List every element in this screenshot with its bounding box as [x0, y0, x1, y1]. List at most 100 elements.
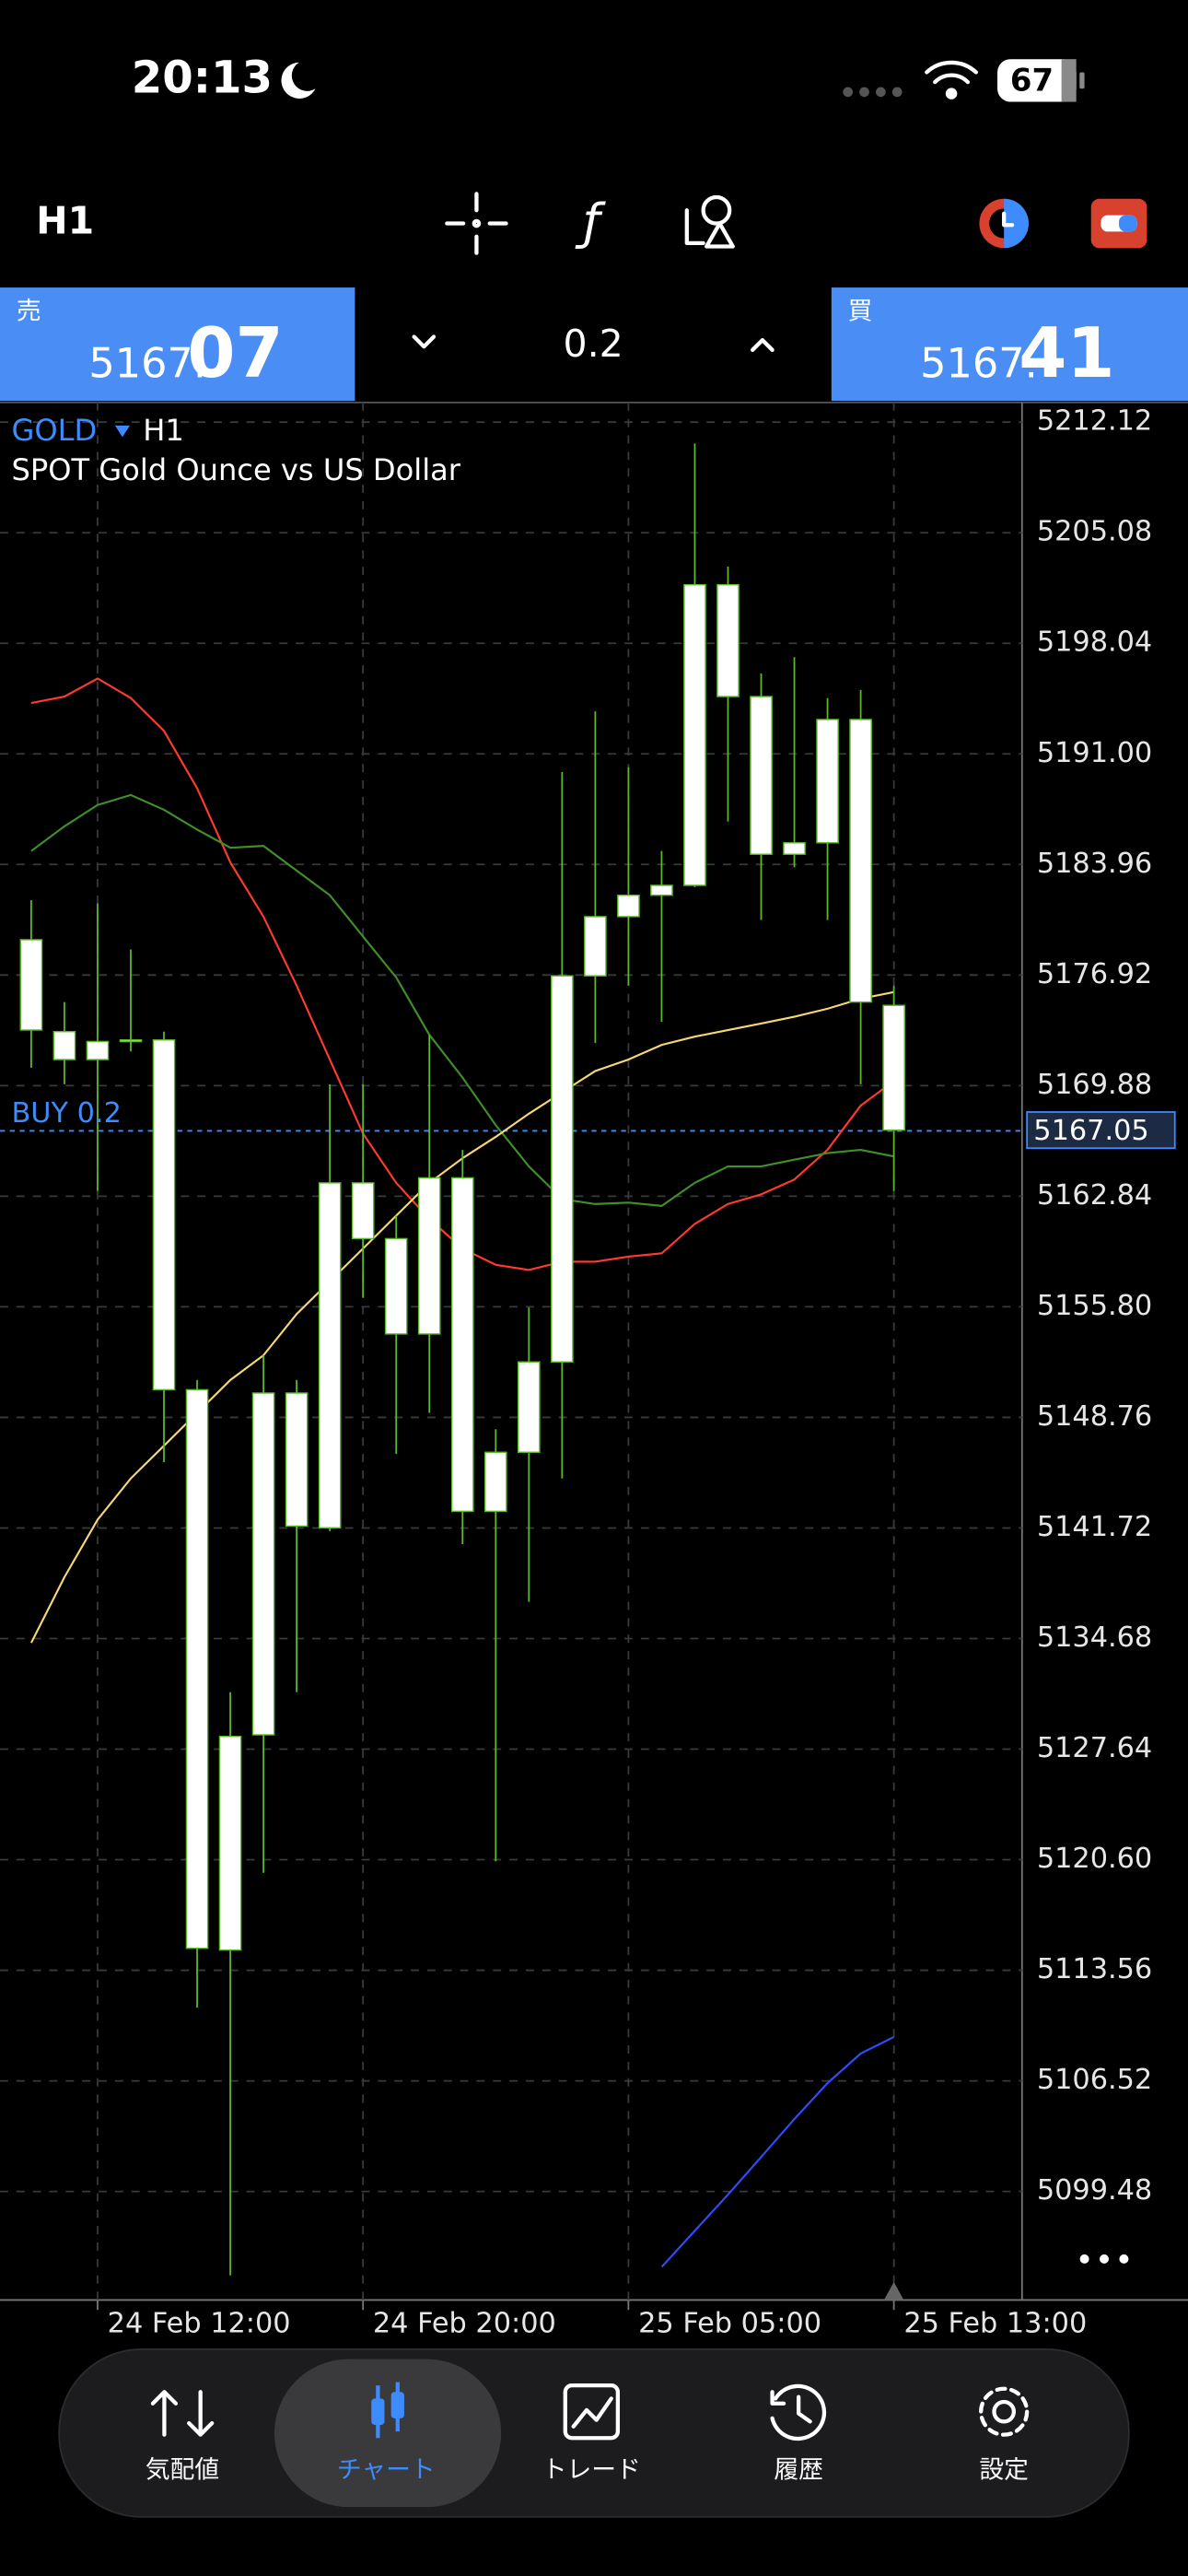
clock: 20:13: [132, 52, 273, 103]
volume-down[interactable]: [412, 334, 437, 349]
grid: [0, 402, 1022, 2301]
sell-button[interactable]: [0, 287, 355, 402]
indicator-line: [30, 793, 894, 1207]
x-tick-label: 25 Feb 13:00: [903, 2308, 1087, 2340]
active-tab-bg: [274, 2359, 502, 2508]
battery-tip: [1079, 72, 1085, 89]
buy-button[interactable]: [831, 287, 1188, 402]
candle-body: [417, 1177, 441, 1335]
tab-bar: [58, 2348, 1130, 2518]
chart-timeframe: H1: [143, 413, 184, 448]
buy-price-head: 5167.: [920, 340, 1038, 388]
candle-body: [683, 583, 706, 886]
signal-icon: [843, 87, 903, 98]
candle-body: [849, 719, 872, 1003]
tab-label[interactable]: トレード: [542, 2455, 641, 2484]
volume-up[interactable]: [751, 337, 775, 352]
x-tick-label: 24 Feb 20:00: [373, 2308, 556, 2340]
chart-icon[interactable]: [371, 2382, 404, 2439]
symbol-description: SPOT Gold Ounce vs US Dollar: [11, 452, 460, 487]
tab-label[interactable]: 履歴: [774, 2455, 823, 2484]
quotes-icon[interactable]: [150, 2390, 215, 2437]
indicator-line: [660, 2035, 895, 2268]
candle-body: [351, 1182, 375, 1240]
symbol-dropdown[interactable]: [114, 425, 130, 438]
current-price-box: [1026, 1111, 1176, 1150]
candle-body: [52, 1030, 76, 1060]
history-icon[interactable]: [770, 2383, 827, 2441]
candle-body: [584, 916, 607, 977]
candle-body: [119, 1039, 143, 1043]
battery-empty: [1061, 59, 1077, 102]
x-tick-label: 25 Feb 05:00: [638, 2308, 821, 2340]
y-tick-label: 5141.72: [1037, 1511, 1152, 1543]
y-tick-label: 5169.88: [1037, 1069, 1152, 1101]
y-tick-label: 5205.08: [1037, 516, 1152, 548]
sell-price-tail: 07: [187, 312, 283, 393]
tab-label[interactable]: チャート: [337, 2455, 436, 2484]
candle-body: [783, 842, 806, 855]
y-tick-label: 5155.80: [1037, 1290, 1152, 1322]
y-tick-label: 5106.52: [1037, 2064, 1152, 2096]
sell-label: 売: [17, 297, 41, 325]
candle-body: [551, 975, 574, 1363]
candle-body: [483, 1451, 507, 1513]
more-button[interactable]: [1079, 2254, 1129, 2264]
candle-body: [882, 1004, 905, 1131]
candle-body: [716, 583, 740, 697]
y-tick-label: 5148.76: [1037, 1400, 1152, 1433]
y-tick-label: 5099.48: [1037, 2174, 1152, 2207]
moon-icon: [281, 62, 316, 99]
candle-body: [19, 939, 43, 1031]
candle-body: [185, 1388, 209, 1950]
plot: [0, 443, 1022, 2276]
y-tick-label: 5212.12: [1037, 405, 1152, 438]
sell-price-head: 5167.: [88, 340, 206, 388]
candle-body: [617, 894, 640, 918]
tab-label[interactable]: 気配値: [146, 2455, 219, 2484]
position-label: BUY 0.2: [11, 1097, 121, 1130]
candle-body: [518, 1361, 541, 1453]
x-tick-label: 24 Feb 12:00: [108, 2308, 291, 2340]
wifi-dot: [945, 88, 958, 100]
symbol[interactable]: GOLD: [11, 413, 97, 448]
candle-body: [750, 696, 773, 855]
candle-body: [152, 1039, 176, 1391]
timeframe-button[interactable]: H1: [36, 199, 94, 243]
y-tick-label: 5113.56: [1037, 1953, 1152, 1985]
candle-body: [251, 1392, 275, 1736]
objects-button[interactable]: [684, 194, 735, 249]
y-tick-label: 5176.92: [1037, 958, 1152, 990]
y-tick-label: 5162.84: [1037, 1179, 1152, 1212]
y-tick-label: 5120.60: [1037, 1843, 1152, 1875]
settings-icon[interactable]: [979, 2386, 1030, 2437]
battery: [997, 59, 1077, 102]
crosshair-button[interactable]: [445, 192, 508, 255]
current-price-label: 5167.05: [1033, 1115, 1148, 1147]
battery-level: 67: [1010, 63, 1054, 99]
y-tick-label: 5183.96: [1037, 848, 1152, 880]
y-tick-label: 5198.04: [1037, 626, 1152, 659]
candle-body: [450, 1177, 474, 1513]
y-tick-label: 5127.64: [1037, 1732, 1152, 1764]
candle-body: [816, 719, 839, 844]
oneclick-button[interactable]: [1090, 198, 1147, 249]
volume[interactable]: 0.2: [563, 322, 623, 366]
candle-body: [650, 884, 673, 896]
tab-label[interactable]: 設定: [979, 2455, 1029, 2484]
wifi-icon: [925, 60, 978, 85]
y-tick-label: 5191.00: [1037, 737, 1152, 769]
buy-price-tail: 41: [1019, 312, 1114, 393]
candle-body: [86, 1040, 110, 1060]
trade-icon[interactable]: [563, 2383, 621, 2441]
buy-label: 買: [848, 297, 873, 325]
candle-body: [318, 1182, 342, 1528]
shift-marker: [883, 2281, 904, 2301]
account-button[interactable]: [979, 198, 1029, 249]
candle-body: [384, 1237, 408, 1335]
candle-body: [285, 1392, 309, 1528]
